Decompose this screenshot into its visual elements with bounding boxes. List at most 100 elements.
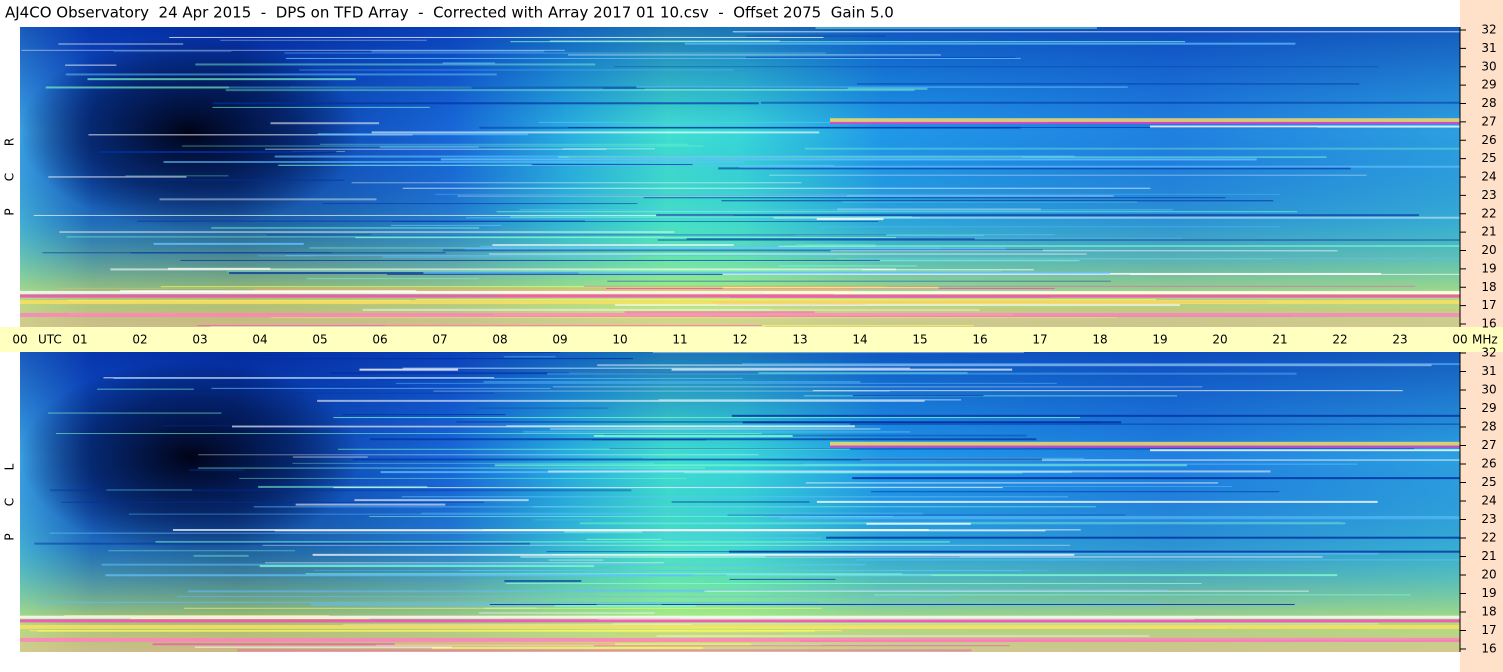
rfi-line <box>805 482 1219 484</box>
polarization-label: C <box>3 498 17 506</box>
x-tick-label: 20 <box>1212 333 1227 347</box>
rfi-line <box>457 195 1114 197</box>
rfi-line <box>466 217 920 219</box>
y-tick-label: 24 <box>1481 170 1496 184</box>
rfi-line <box>873 594 1411 596</box>
rfi-line <box>624 311 815 314</box>
rfi-line <box>333 487 1003 489</box>
x-tick-label: 04 <box>252 333 267 347</box>
rfi-line <box>265 562 665 564</box>
rfi-line <box>343 623 693 625</box>
y-tick-label: 19 <box>1481 586 1496 600</box>
rfi-line <box>239 477 687 479</box>
rfi-line <box>58 287 723 289</box>
rfi-line <box>739 165 1460 168</box>
rfi-line <box>435 193 1281 195</box>
y-tick-label: 21 <box>1481 225 1496 239</box>
rfi-line <box>337 448 850 450</box>
rfi-line <box>662 486 1233 488</box>
rfi-line <box>106 376 181 378</box>
rfi-line <box>167 267 271 270</box>
rfi-line <box>274 530 1046 532</box>
y-tick-label: 27 <box>1481 114 1496 128</box>
rfi-line <box>480 245 794 247</box>
rfi-line <box>852 395 984 397</box>
rfi-line <box>538 121 1048 123</box>
rfi-line <box>856 83 1360 85</box>
rfi-line <box>229 86 637 89</box>
rfi-line <box>502 293 834 296</box>
rfi-line <box>352 458 1042 461</box>
polarization-label: P <box>3 208 17 215</box>
rfi-line <box>721 200 1274 202</box>
y-tick-label: 24 <box>1481 494 1496 508</box>
rfi-line <box>97 388 194 390</box>
rfi-line <box>317 399 925 402</box>
rfi-line <box>575 589 1168 591</box>
rfi-line <box>552 386 1203 388</box>
rfi-line <box>644 87 928 90</box>
x-tick-label: 09 <box>552 333 567 347</box>
rfi-band <box>20 312 1460 317</box>
rfi-line <box>180 259 880 261</box>
rfi-line <box>108 550 296 552</box>
rfi-line <box>567 127 1318 129</box>
rfi-line <box>523 431 911 433</box>
rfi-line <box>643 537 822 539</box>
y-tick-label: 18 <box>1481 605 1496 619</box>
rfi-line <box>746 35 886 37</box>
rfi-line <box>379 146 479 149</box>
rfi-line <box>773 216 1460 219</box>
rfi-line <box>564 530 643 533</box>
rfi-line <box>494 464 1187 467</box>
rfi-line <box>371 131 820 134</box>
rfi-line <box>29 630 842 632</box>
rfi-line <box>732 31 1460 33</box>
rfi-line <box>354 499 529 502</box>
y-tick-label: 17 <box>1481 298 1496 312</box>
rfi-line <box>210 325 766 327</box>
rfi-line <box>803 463 1358 465</box>
rfi-line <box>130 252 446 254</box>
dark-region <box>20 361 360 553</box>
rfi-line <box>266 234 887 236</box>
y-tick-label: 31 <box>1481 41 1496 55</box>
rfi-line <box>505 583 1202 585</box>
rfi-line <box>128 513 646 515</box>
rfi-line <box>624 521 1342 523</box>
rfi-line <box>653 237 1182 239</box>
rfi-line <box>796 244 876 246</box>
rfi-line <box>816 218 884 221</box>
rfi-line <box>274 155 1075 158</box>
x-tick-label: 13 <box>792 333 807 347</box>
rfi-line <box>155 541 950 543</box>
y-tick-label: 23 <box>1481 512 1496 526</box>
rfi-line <box>136 220 585 222</box>
y-tick-label: 16 <box>1481 642 1496 656</box>
rfi-line <box>729 550 1460 553</box>
spectrogram <box>20 27 1460 327</box>
rfi-line <box>402 187 1151 189</box>
rfi-line <box>133 27 502 29</box>
x-tick-label: 12 <box>732 333 747 347</box>
rfi-line <box>375 378 490 380</box>
rfi-line <box>64 615 330 617</box>
rfi-line <box>152 643 616 646</box>
rfi-line <box>464 247 1007 250</box>
rfi-line <box>312 553 1075 556</box>
y-tick-label: 28 <box>1481 96 1496 110</box>
rfi-line <box>726 574 1338 577</box>
rfi-line <box>402 367 911 369</box>
rfi-line <box>504 579 582 582</box>
rfi-line <box>614 66 1379 68</box>
y-tick-label: 23 <box>1481 188 1496 202</box>
rfi-line <box>555 604 696 607</box>
rfi-line <box>395 382 1057 384</box>
rfi-line <box>98 151 337 154</box>
rfi-line <box>477 407 609 409</box>
rfi-line <box>110 268 896 271</box>
rfi-line <box>305 573 903 575</box>
rfi-line <box>212 102 759 105</box>
rfi-line <box>37 629 815 632</box>
rfi-line <box>657 239 1460 241</box>
